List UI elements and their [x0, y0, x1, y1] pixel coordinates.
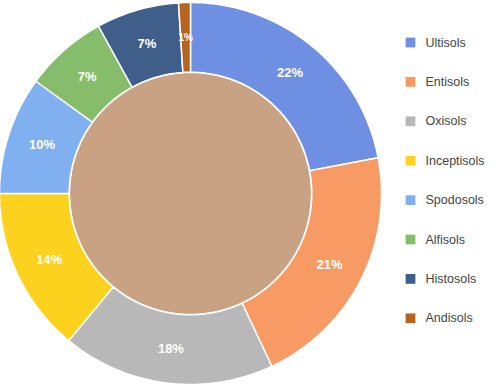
svg-text:Oxisols: Oxisols	[426, 114, 467, 128]
svg-text:Inceptisols: Inceptisols	[426, 154, 485, 168]
svg-text:Histosols: Histosols	[426, 272, 477, 286]
svg-text:1%: 1%	[178, 32, 193, 43]
svg-text:Alfisols: Alfisols	[426, 233, 466, 247]
svg-text:7%: 7%	[138, 36, 157, 51]
svg-text:18%: 18%	[158, 341, 184, 356]
svg-text:14%: 14%	[36, 252, 62, 267]
svg-text:22%: 22%	[277, 65, 303, 80]
svg-text:Andisols: Andisols	[426, 311, 473, 325]
svg-text:10%: 10%	[29, 137, 55, 152]
svg-text:21%: 21%	[317, 257, 343, 272]
svg-text:Ultisols: Ultisols	[426, 36, 466, 50]
svg-text:Entisols: Entisols	[426, 75, 470, 89]
svg-text:Spodosols: Spodosols	[426, 193, 484, 207]
svg-text:7%: 7%	[78, 69, 97, 84]
